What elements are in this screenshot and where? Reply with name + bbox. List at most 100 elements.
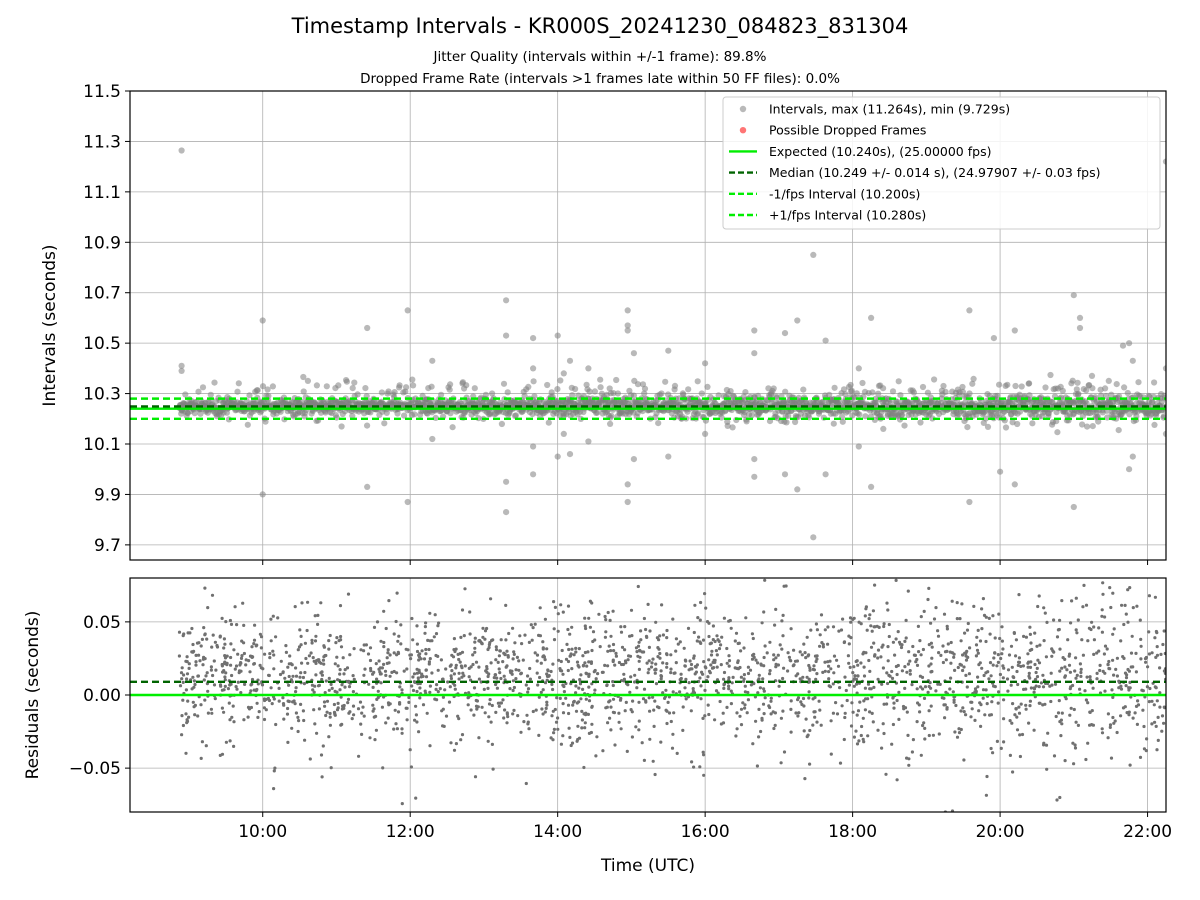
residual-point: [482, 687, 486, 692]
residual-point: [262, 717, 267, 722]
residual-point: [1027, 671, 1031, 676]
residual-point: [861, 737, 865, 741]
residual-point: [488, 641, 492, 645]
residual-point: [1015, 669, 1019, 674]
residual-point: [911, 644, 915, 649]
residual-point: [575, 660, 580, 664]
residual-point: [611, 697, 616, 701]
residual-point: [1122, 622, 1126, 627]
residual-point: [706, 703, 710, 707]
residual-point: [781, 613, 785, 618]
residual-point: [1002, 740, 1006, 744]
residual-point: [254, 644, 258, 648]
residual-point: [259, 646, 263, 650]
residual-point: [201, 663, 205, 667]
interval-point: [246, 392, 253, 399]
residual-point: [314, 673, 318, 677]
residual-point: [661, 633, 666, 637]
residual-point: [808, 666, 812, 670]
residual-point: [867, 617, 871, 621]
residual-point: [410, 616, 414, 621]
residual-point: [954, 703, 958, 708]
residual-point: [325, 710, 329, 714]
residual-point: [204, 744, 208, 748]
residual-point: [1107, 659, 1111, 664]
residual-point: [963, 631, 967, 635]
residual-point: [1028, 704, 1032, 708]
residual-point: [511, 679, 515, 683]
residual-point: [832, 654, 837, 658]
residual-point: [642, 616, 647, 621]
residual-point: [442, 724, 446, 729]
interval-outlier-point: [822, 337, 829, 344]
residual-point: [1113, 719, 1117, 723]
residual-point: [1029, 641, 1033, 645]
residual-point: [829, 719, 833, 723]
residual-point: [984, 639, 988, 644]
residual-point: [792, 648, 796, 652]
interval-point: [349, 412, 356, 419]
residual-point: [739, 723, 744, 727]
residual-point: [842, 640, 847, 644]
interval-point: [1113, 381, 1120, 388]
residual-point: [298, 628, 302, 632]
residual-point: [885, 601, 889, 605]
residual-point: [760, 718, 764, 722]
residual-point: [561, 610, 565, 614]
residual-point: [896, 630, 900, 634]
residual-point: [1106, 712, 1110, 716]
residual-point: [642, 687, 647, 691]
residual-point: [981, 597, 986, 601]
residual-point: [916, 701, 920, 705]
residual-point: [1045, 620, 1049, 625]
residual-point: [1135, 722, 1139, 727]
residual-point: [709, 663, 713, 667]
residual-point: [1114, 667, 1118, 672]
interval-point: [613, 376, 620, 384]
residual-point: [948, 650, 952, 654]
residual-point: [410, 684, 414, 688]
residual-point: [853, 674, 857, 678]
residual-point: [965, 685, 969, 689]
residual-point: [647, 645, 652, 650]
residual-point: [362, 643, 366, 647]
residual-point: [181, 698, 185, 702]
residual-point: [604, 706, 608, 710]
residual-point: [674, 661, 678, 665]
residual-point: [630, 735, 635, 739]
residual-point: [340, 722, 344, 727]
residual-point: [434, 687, 438, 692]
residual-point: [303, 670, 307, 675]
residual-point: [774, 574, 777, 577]
residual-point: [417, 668, 421, 672]
residual-point: [888, 674, 892, 678]
residual-point: [467, 691, 471, 695]
residual-point: [196, 674, 200, 678]
residual-point: [606, 664, 610, 668]
residual-point: [415, 624, 419, 628]
residual-point: [1073, 669, 1077, 673]
residual-point: [574, 646, 578, 651]
residual-point: [204, 674, 208, 678]
bottom-ytick-label: 0.00: [83, 686, 121, 706]
residual-point: [1044, 743, 1049, 747]
residual-point: [584, 697, 588, 701]
interval-point: [1069, 377, 1076, 384]
residual-point: [974, 643, 979, 647]
residual-point: [612, 649, 616, 653]
residual-point: [815, 672, 819, 676]
residual-point: [424, 647, 428, 652]
residual-point: [1015, 715, 1019, 719]
residual-point: [398, 685, 402, 689]
interval-outlier-point: [1076, 324, 1084, 332]
residual-point: [1145, 685, 1149, 689]
residual-point: [847, 661, 851, 665]
residual-point: [509, 670, 513, 675]
residual-point: [224, 740, 228, 744]
residual-point: [990, 700, 994, 704]
residual-point: [761, 677, 765, 681]
residual-point: [967, 672, 972, 676]
residual-point: [715, 653, 719, 657]
residual-point: [581, 654, 585, 658]
residual-point: [895, 672, 899, 677]
